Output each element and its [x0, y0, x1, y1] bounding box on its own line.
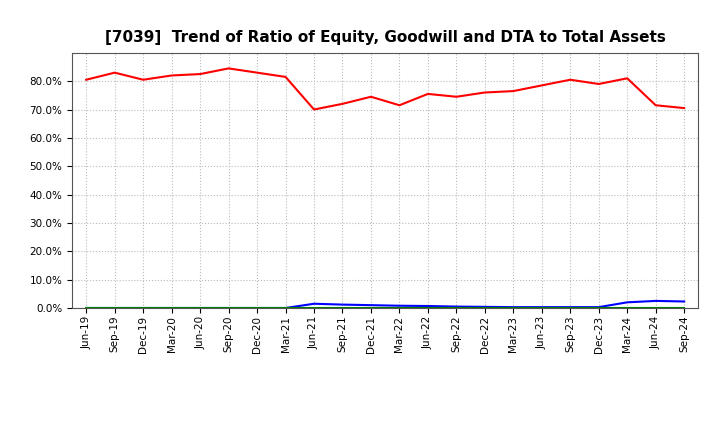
- Equity: [395, 103, 404, 108]
- Deferred Tax Assets: [110, 305, 119, 311]
- Deferred Tax Assets: [253, 305, 261, 311]
- Deferred Tax Assets: [680, 305, 688, 311]
- Deferred Tax Assets: [225, 305, 233, 311]
- Goodwill: [566, 304, 575, 310]
- Equity: [82, 77, 91, 82]
- Goodwill: [139, 305, 148, 311]
- Goodwill: [480, 304, 489, 309]
- Deferred Tax Assets: [395, 305, 404, 311]
- Equity: [110, 70, 119, 75]
- Deferred Tax Assets: [452, 305, 461, 311]
- Deferred Tax Assets: [310, 305, 318, 311]
- Equity: [139, 77, 148, 82]
- Equity: [652, 103, 660, 108]
- Goodwill: [595, 304, 603, 310]
- Deferred Tax Assets: [196, 305, 204, 311]
- Equity: [338, 101, 347, 106]
- Equity: [366, 94, 375, 99]
- Deferred Tax Assets: [480, 305, 489, 311]
- Deferred Tax Assets: [82, 305, 91, 311]
- Goodwill: [680, 299, 688, 304]
- Line: Equity: Equity: [86, 68, 684, 110]
- Equity: [480, 90, 489, 95]
- Line: Goodwill: Goodwill: [86, 301, 684, 308]
- Deferred Tax Assets: [139, 305, 148, 311]
- Goodwill: [310, 301, 318, 306]
- Deferred Tax Assets: [282, 305, 290, 311]
- Equity: [680, 106, 688, 111]
- Deferred Tax Assets: [566, 305, 575, 311]
- Deferred Tax Assets: [509, 305, 518, 311]
- Goodwill: [110, 305, 119, 311]
- Goodwill: [366, 303, 375, 308]
- Equity: [509, 88, 518, 94]
- Equity: [423, 91, 432, 96]
- Deferred Tax Assets: [366, 305, 375, 311]
- Equity: [310, 107, 318, 112]
- Goodwill: [282, 305, 290, 311]
- Goodwill: [452, 304, 461, 309]
- Goodwill: [623, 300, 631, 305]
- Deferred Tax Assets: [423, 305, 432, 311]
- Goodwill: [652, 298, 660, 304]
- Goodwill: [253, 305, 261, 311]
- Title: [7039]  Trend of Ratio of Equity, Goodwill and DTA to Total Assets: [7039] Trend of Ratio of Equity, Goodwil…: [105, 29, 665, 45]
- Deferred Tax Assets: [537, 305, 546, 311]
- Equity: [595, 81, 603, 87]
- Goodwill: [82, 305, 91, 311]
- Equity: [167, 73, 176, 78]
- Goodwill: [395, 303, 404, 308]
- Deferred Tax Assets: [167, 305, 176, 311]
- Equity: [623, 76, 631, 81]
- Equity: [452, 94, 461, 99]
- Deferred Tax Assets: [652, 305, 660, 311]
- Goodwill: [509, 304, 518, 310]
- Equity: [196, 71, 204, 77]
- Equity: [253, 70, 261, 75]
- Goodwill: [225, 305, 233, 311]
- Deferred Tax Assets: [595, 305, 603, 311]
- Equity: [225, 66, 233, 71]
- Goodwill: [167, 305, 176, 311]
- Equity: [566, 77, 575, 82]
- Equity: [537, 83, 546, 88]
- Equity: [282, 74, 290, 80]
- Goodwill: [338, 302, 347, 307]
- Goodwill: [196, 305, 204, 311]
- Goodwill: [423, 303, 432, 308]
- Deferred Tax Assets: [623, 305, 631, 311]
- Goodwill: [537, 304, 546, 310]
- Deferred Tax Assets: [338, 305, 347, 311]
